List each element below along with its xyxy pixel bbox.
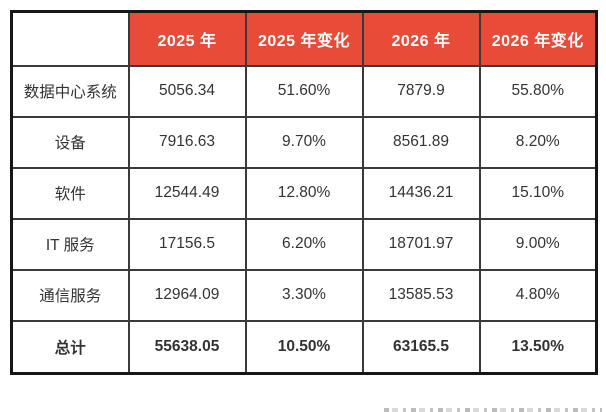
cell-value: 7916.63 [127,115,247,169]
cell-value: 9.70% [244,115,364,169]
col-header-2026: 2026 年 [361,10,481,67]
cell-value: 12544.49 [127,166,247,220]
table-row: 数据中心系统 5056.34 51.60% 7879.9 55.80% [10,64,598,118]
data-table: 2025 年 2025 年变化 2026 年 2026 年变化 数据中心系统 5… [10,10,598,375]
cell-value: 8.20% [478,115,598,169]
corner-cell [10,10,130,67]
table-row-total: 总计 55638.05 10.50% 63165.5 13.50% [10,319,598,375]
cell-value: 13585.53 [361,268,481,322]
header-row: 2025 年 2025 年变化 2026 年 2026 年变化 [10,10,598,67]
table-row: IT 服务 17156.5 6.20% 18701.97 9.00% [10,217,598,271]
cell-value: 10.50% [244,319,364,375]
cell-value: 51.60% [244,64,364,118]
cell-value: 55.80% [478,64,598,118]
row-label-total: 总计 [10,319,130,375]
table-row: 软件 12544.49 12.80% 14436.21 15.10% [10,166,598,220]
watermark-fragment [384,404,602,412]
cell-value: 7879.9 [361,64,481,118]
cell-value: 63165.5 [361,319,481,375]
cell-value: 8561.89 [361,115,481,169]
row-label: 设备 [10,115,130,169]
cell-value: 13.50% [478,319,598,375]
cell-value: 5056.34 [127,64,247,118]
row-label: 数据中心系统 [10,64,130,118]
cell-value: 4.80% [478,268,598,322]
cell-value: 18701.97 [361,217,481,271]
table-row: 通信服务 12964.09 3.30% 13585.53 4.80% [10,268,598,322]
cell-value: 6.20% [244,217,364,271]
col-header-2026-change: 2026 年变化 [478,10,598,67]
cell-value: 12964.09 [127,268,247,322]
cell-value: 17156.5 [127,217,247,271]
cell-value: 14436.21 [361,166,481,220]
row-label: 软件 [10,166,130,220]
row-label: IT 服务 [10,217,130,271]
cell-value: 55638.05 [127,319,247,375]
cell-value: 12.80% [244,166,364,220]
cell-value: 15.10% [478,166,598,220]
col-header-2025: 2025 年 [127,10,247,67]
cell-value: 3.30% [244,268,364,322]
row-label: 通信服务 [10,268,130,322]
cell-value: 9.00% [478,217,598,271]
col-header-2025-change: 2025 年变化 [244,10,364,67]
table-row: 设备 7916.63 9.70% 8561.89 8.20% [10,115,598,169]
